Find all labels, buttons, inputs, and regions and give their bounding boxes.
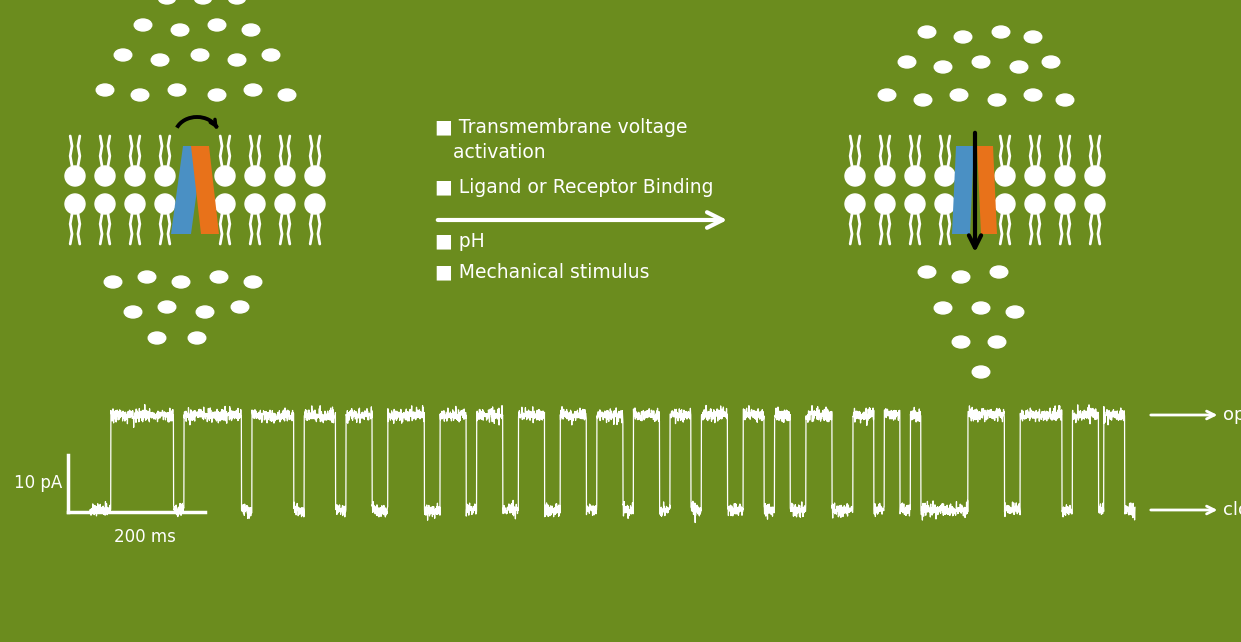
Ellipse shape — [952, 271, 969, 283]
Text: ■ Mechanical stimulus: ■ Mechanical stimulus — [436, 262, 649, 281]
Ellipse shape — [210, 271, 228, 283]
Ellipse shape — [1024, 31, 1041, 43]
Circle shape — [305, 194, 325, 214]
Polygon shape — [977, 146, 997, 234]
Circle shape — [125, 166, 145, 186]
Polygon shape — [171, 146, 204, 234]
Ellipse shape — [138, 271, 156, 283]
Ellipse shape — [228, 54, 246, 66]
Text: 200 ms: 200 ms — [114, 528, 175, 546]
Ellipse shape — [195, 0, 212, 4]
Ellipse shape — [169, 84, 186, 96]
Circle shape — [1055, 194, 1075, 214]
Ellipse shape — [954, 31, 972, 43]
Ellipse shape — [228, 0, 246, 4]
Text: ■ pH: ■ pH — [436, 232, 485, 251]
Ellipse shape — [242, 24, 259, 36]
Circle shape — [1055, 166, 1075, 186]
Circle shape — [1025, 166, 1045, 186]
Ellipse shape — [918, 26, 936, 38]
Circle shape — [934, 166, 956, 186]
Circle shape — [995, 166, 1015, 186]
Ellipse shape — [191, 49, 208, 61]
Circle shape — [96, 194, 115, 214]
Circle shape — [875, 194, 895, 214]
Ellipse shape — [1006, 306, 1024, 318]
Circle shape — [276, 166, 295, 186]
Ellipse shape — [898, 56, 916, 68]
Ellipse shape — [993, 26, 1010, 38]
Circle shape — [934, 194, 956, 214]
Text: open: open — [1150, 406, 1241, 424]
Circle shape — [215, 166, 235, 186]
Ellipse shape — [208, 89, 226, 101]
Ellipse shape — [1024, 89, 1041, 101]
Polygon shape — [191, 146, 218, 234]
Ellipse shape — [231, 301, 248, 313]
Circle shape — [995, 194, 1015, 214]
Ellipse shape — [879, 89, 896, 101]
Ellipse shape — [189, 332, 206, 344]
Circle shape — [244, 166, 266, 186]
Circle shape — [65, 166, 84, 186]
Circle shape — [65, 194, 84, 214]
Circle shape — [155, 166, 175, 186]
Ellipse shape — [172, 276, 190, 288]
Ellipse shape — [988, 94, 1005, 106]
Ellipse shape — [918, 266, 936, 278]
Ellipse shape — [915, 94, 932, 106]
Ellipse shape — [97, 84, 114, 96]
Circle shape — [305, 166, 325, 186]
Ellipse shape — [262, 49, 279, 61]
Circle shape — [1085, 166, 1104, 186]
Text: ■ Transmembrane voltage
   activation: ■ Transmembrane voltage activation — [436, 118, 688, 162]
Circle shape — [905, 166, 925, 186]
Circle shape — [845, 194, 865, 214]
Ellipse shape — [134, 19, 151, 31]
Ellipse shape — [972, 56, 990, 68]
Ellipse shape — [1042, 56, 1060, 68]
Ellipse shape — [244, 84, 262, 96]
Ellipse shape — [951, 89, 968, 101]
Circle shape — [96, 166, 115, 186]
Ellipse shape — [934, 61, 952, 73]
Ellipse shape — [988, 336, 1005, 348]
Ellipse shape — [972, 302, 990, 314]
Ellipse shape — [124, 306, 141, 318]
Circle shape — [125, 194, 145, 214]
Ellipse shape — [196, 306, 213, 318]
Polygon shape — [952, 146, 974, 234]
Ellipse shape — [148, 332, 166, 344]
Ellipse shape — [151, 54, 169, 66]
Ellipse shape — [952, 336, 969, 348]
Circle shape — [155, 194, 175, 214]
Ellipse shape — [972, 366, 990, 378]
Ellipse shape — [278, 89, 295, 101]
Text: ■ Ligand or Receptor Binding: ■ Ligand or Receptor Binding — [436, 178, 714, 197]
Circle shape — [875, 166, 895, 186]
Ellipse shape — [158, 0, 176, 4]
Circle shape — [905, 194, 925, 214]
Ellipse shape — [132, 89, 149, 101]
Ellipse shape — [158, 301, 176, 313]
Ellipse shape — [171, 24, 189, 36]
Ellipse shape — [934, 302, 952, 314]
Ellipse shape — [1056, 94, 1073, 106]
Circle shape — [1025, 194, 1045, 214]
Circle shape — [845, 166, 865, 186]
Text: 10 pA: 10 pA — [14, 474, 62, 492]
Text: close: close — [1150, 501, 1241, 519]
Ellipse shape — [244, 276, 262, 288]
Ellipse shape — [104, 276, 122, 288]
Ellipse shape — [1010, 61, 1028, 73]
Ellipse shape — [208, 19, 226, 31]
Ellipse shape — [114, 49, 132, 61]
Circle shape — [244, 194, 266, 214]
Circle shape — [1085, 194, 1104, 214]
Circle shape — [276, 194, 295, 214]
Ellipse shape — [990, 266, 1008, 278]
Circle shape — [215, 194, 235, 214]
